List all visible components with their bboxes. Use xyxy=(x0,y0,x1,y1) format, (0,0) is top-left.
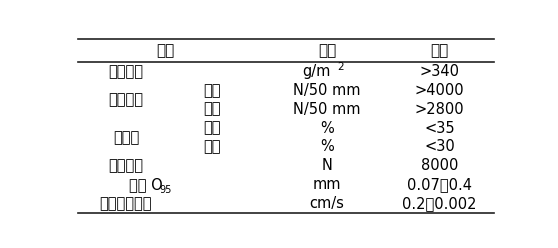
Text: 纵向: 纵向 xyxy=(204,121,221,136)
Text: N: N xyxy=(321,158,333,173)
Text: 孔径 O: 孔径 O xyxy=(128,177,162,192)
Text: 0.07～0.4: 0.07～0.4 xyxy=(407,177,472,192)
Text: g/m: g/m xyxy=(302,64,330,79)
Text: 垂直渗透系数: 垂直渗透系数 xyxy=(100,196,152,211)
Text: 纵向: 纵向 xyxy=(204,83,221,98)
Text: N/50 mm: N/50 mm xyxy=(294,102,361,117)
Text: 8000: 8000 xyxy=(421,158,458,173)
Text: 单位质量: 单位质量 xyxy=(108,64,143,79)
Text: >4000: >4000 xyxy=(415,83,464,98)
Text: cm/s: cm/s xyxy=(310,196,344,211)
Text: 延伸率: 延伸率 xyxy=(113,130,139,145)
Text: N/50 mm: N/50 mm xyxy=(294,83,361,98)
Text: 指标: 指标 xyxy=(430,43,449,58)
Text: >340: >340 xyxy=(420,64,459,79)
Text: %: % xyxy=(320,139,334,155)
Text: %: % xyxy=(320,121,334,136)
Text: >2800: >2800 xyxy=(415,102,464,117)
Text: 横向: 横向 xyxy=(204,102,221,117)
Text: <30: <30 xyxy=(424,139,455,155)
Text: 95: 95 xyxy=(160,185,172,195)
Text: 抗拉强度: 抗拉强度 xyxy=(108,92,143,107)
Text: 2: 2 xyxy=(338,62,344,72)
Text: 顶破强度: 顶破强度 xyxy=(108,158,143,173)
Text: 单位: 单位 xyxy=(318,43,336,58)
Text: 项目: 项目 xyxy=(156,43,174,58)
Text: <35: <35 xyxy=(424,121,455,136)
Text: 0.2～0.002: 0.2～0.002 xyxy=(402,196,477,211)
Text: mm: mm xyxy=(313,177,341,192)
Text: 横向: 横向 xyxy=(204,139,221,155)
